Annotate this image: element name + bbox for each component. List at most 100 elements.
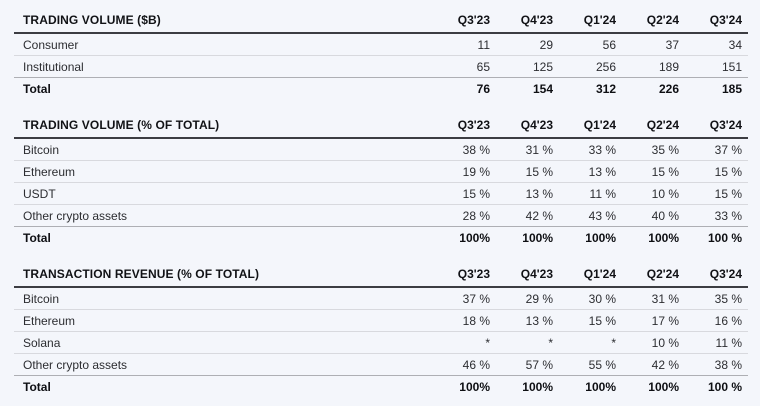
column-header-quarter: Q3'23 [433,113,496,139]
cell-value: 10 % [622,182,685,205]
cell-value: 15 % [496,160,559,183]
cell-value: 16 % [685,309,748,332]
cell-value: 31 % [622,287,685,310]
cell-value: 40 % [622,204,685,227]
table-title: TRADING VOLUME ($B) [14,8,433,34]
cell-value: 56 [559,33,622,56]
cell-value: 226 [658,82,679,96]
cell-value: 35 % [622,138,685,161]
cell-value: 13 % [496,309,559,332]
table-row: USDT 15 % 13 % 11 % 10 % 15 % [14,182,748,205]
cell-value: 29 [496,33,559,56]
table-row: Ethereum 18 % 13 % 15 % 17 % 16 % [14,309,748,332]
cell-value: 15 % [685,160,748,183]
column-header-quarter: Q3'23 [433,8,496,34]
cell-value: 15 % [559,309,622,332]
cell-value: 42 % [622,353,685,376]
cell-value: 125 [496,55,559,78]
table-row: Ethereum 19 % 15 % 13 % 15 % 15 % [14,160,748,183]
cell-value: 46 % [433,353,496,376]
table-row: Consumer 11 29 56 37 34 [14,33,748,56]
transaction-revenue-pct-table: TRANSACTION REVENUE (% OF TOTAL) Q3'23 Q4'… [14,262,748,398]
cell-value: 15 % [622,160,685,183]
column-header-quarter: Q2'24 [622,113,685,139]
column-header-quarter: Q4'23 [496,262,559,288]
cell-value: 33 % [559,138,622,161]
table-row: Other crypto assets 46 % 57 % 55 % 42 % 38 % [14,353,748,376]
row-label: Ethereum [14,309,433,332]
cell-value: 34 [685,33,748,56]
header-row: TRANSACTION REVENUE (% OF TOTAL) Q3'23 Q4'… [14,262,748,288]
row-label: Total [23,380,51,394]
row-label: Total [23,82,51,96]
column-header-quarter: Q3'24 [685,113,748,139]
cell-value: 312 [595,82,616,96]
cell-value: 100 % [707,231,742,245]
cell-value: 37 % [433,287,496,310]
cell-value: * [496,331,559,354]
cell-value: 35 % [685,287,748,310]
column-header-quarter: Q4'23 [496,113,559,139]
cell-value: 37 % [685,138,748,161]
row-label: Other crypto assets [14,204,433,227]
cell-value: 256 [559,55,622,78]
column-header-quarter: Q4'23 [496,8,559,34]
header-row: TRADING VOLUME ($B) Q3'23 Q4'23 Q1'24 Q2'24 Q… [14,8,748,34]
cell-value: 57 % [496,353,559,376]
total-row: Total 100% 100% 100% 100% 100 % [14,227,748,250]
column-header-quarter: Q1'24 [559,113,622,139]
table-row: Institutional 65 125 256 189 151 [14,55,748,78]
cell-value: 151 [685,55,748,78]
row-label: Bitcoin [14,287,433,310]
table-row: Solana * * * 10 % 11 % [14,331,748,354]
row-label: Other crypto assets [14,353,433,376]
cell-value: 189 [622,55,685,78]
cell-value: 38 % [685,353,748,376]
table-row: Other crypto assets 28 % 42 % 43 % 40 % 33 % [14,204,748,227]
header-row: TRADING VOLUME (% OF TOTAL) Q3'23 Q4'23 Q1'… [14,113,748,139]
table-title: TRADING VOLUME (% OF TOTAL) [14,113,433,139]
column-header-quarter: Q1'24 [559,262,622,288]
cell-value: 31 % [496,138,559,161]
cell-value: 65 [433,55,496,78]
cell-value: 42 % [496,204,559,227]
column-header-quarter: Q3'23 [433,262,496,288]
cell-value: 11 [433,33,496,56]
cell-value: 100% [585,231,616,245]
cell-value: 76 [476,82,490,96]
cell-value: 38 % [433,138,496,161]
total-row: Total 100% 100% 100% 100% 100 % [14,376,748,399]
table-row: Bitcoin 37 % 29 % 30 % 31 % 35 % [14,287,748,310]
cell-value: 10 % [622,331,685,354]
cell-value: 100% [522,231,553,245]
cell-value: 15 % [433,182,496,205]
cell-value: 43 % [559,204,622,227]
row-label: Ethereum [14,160,433,183]
row-label: Total [23,231,51,245]
cell-value: 100% [648,231,679,245]
column-header-quarter: Q3'24 [685,262,748,288]
cell-value: 55 % [559,353,622,376]
cell-value: 185 [721,82,742,96]
column-header-quarter: Q2'24 [622,8,685,34]
cell-value: 100% [585,380,616,394]
row-label: Bitcoin [14,138,433,161]
cell-value: 29 % [496,287,559,310]
cell-value: 154 [532,82,553,96]
cell-value: * [559,331,622,354]
trading-volume-table: TRADING VOLUME ($B) Q3'23 Q4'23 Q1'24 Q2'24 Q… [14,8,748,100]
trading-volume-pct-table: TRADING VOLUME (% OF TOTAL) Q3'23 Q4'23 Q1'… [14,113,748,249]
cell-value: 33 % [685,204,748,227]
column-header-quarter: Q2'24 [622,262,685,288]
cell-value: 13 % [496,182,559,205]
column-header-quarter: Q1'24 [559,8,622,34]
row-label: Solana [14,331,433,354]
cell-value: 100% [522,380,553,394]
row-label: Institutional [14,55,433,78]
row-label: Consumer [14,33,433,56]
cell-value: 19 % [433,160,496,183]
cell-value: * [433,331,496,354]
table-title: TRANSACTION REVENUE (% OF TOTAL) [14,262,433,288]
cell-value: 17 % [622,309,685,332]
cell-value: 37 [622,33,685,56]
